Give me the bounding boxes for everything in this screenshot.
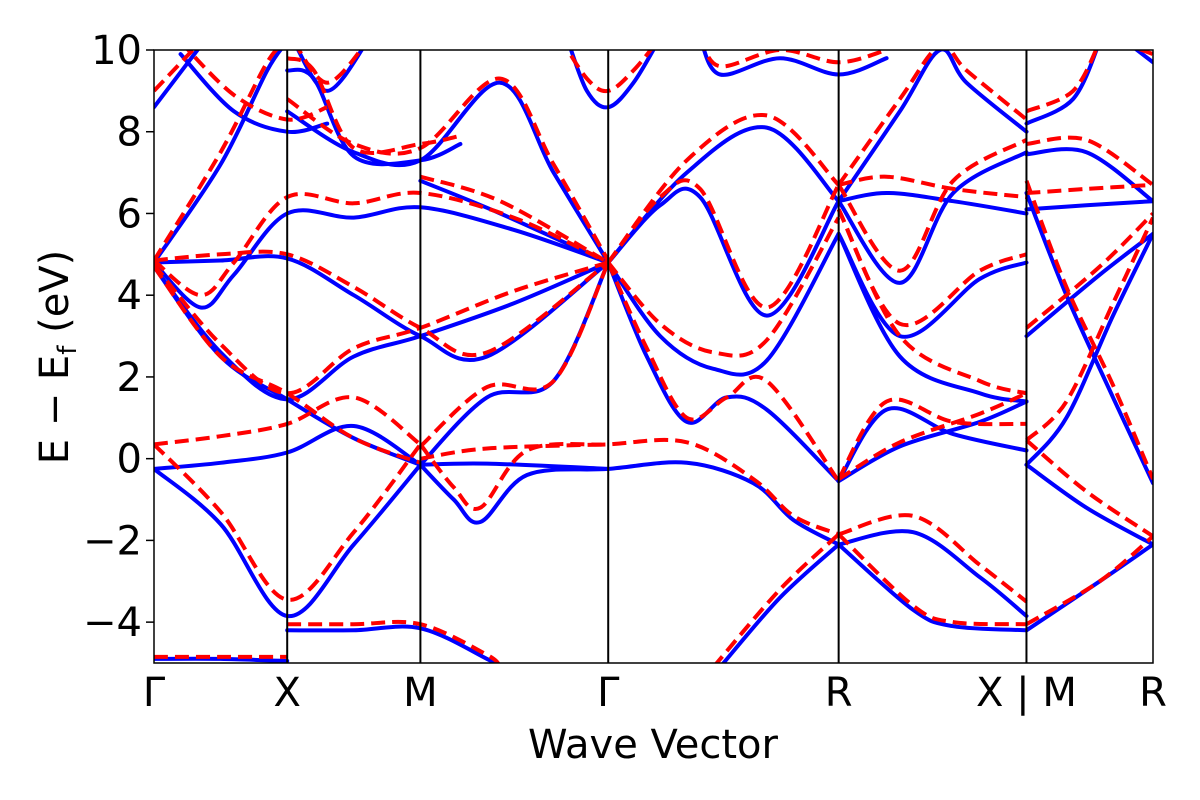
y-tick-label-6: 6 — [117, 191, 142, 237]
x-axis-ticks: Γ X M Γ R X | M R — [143, 670, 1167, 716]
band-dashed-37 — [286, 56, 461, 155]
band-solid-33 — [154, 50, 200, 110]
x-tick-label-4: Γ — [597, 670, 620, 716]
band-solid-43 — [1133, 50, 1153, 65]
band-solid-31 — [1024, 199, 1153, 212]
y-tick-label-4: 2 — [117, 355, 142, 401]
y-axis-title-subscript: f — [53, 345, 83, 355]
band-dashed-43 — [1136, 50, 1153, 56]
y-axis-title: E − Ef (eV) — [32, 250, 83, 465]
band-dashed-30 — [1025, 212, 1153, 330]
y-axis-title-main: E − E — [32, 355, 78, 465]
band-dashed-8 — [154, 249, 610, 358]
band-dashed-17 — [714, 532, 840, 663]
x-tick-label-6: X | M — [976, 670, 1077, 716]
band-dashed-41 — [836, 50, 1028, 187]
x-tick-label-5: R — [825, 670, 853, 716]
band-solid-41 — [836, 50, 1029, 204]
band-solid-17 — [720, 542, 841, 663]
x-tick-label-1: Γ — [143, 670, 166, 716]
band-dashed-34 — [154, 50, 280, 262]
band-dashed-4 — [154, 265, 422, 465]
band-solid-34 — [154, 50, 283, 265]
band-solid-1 — [154, 656, 290, 663]
band-solid-19 — [836, 406, 1029, 484]
band-dashed-40 — [702, 50, 888, 69]
band-dashed-2 — [154, 442, 422, 602]
y-tick-label-2: −2 — [83, 518, 142, 564]
y-tick-label-8: 10 — [91, 28, 142, 74]
x-tick-label-3: M — [403, 670, 438, 716]
y-axis-ticks: −4 −2 0 2 4 6 8 10 — [83, 28, 154, 646]
high-symmetry-lines — [286, 50, 1028, 663]
band-solid-35 — [178, 52, 330, 135]
band-dashed-12 — [419, 174, 610, 265]
band-dashed-14 — [606, 261, 841, 483]
band-solid-16 — [606, 125, 841, 265]
band-solid-13 — [606, 231, 841, 377]
band-solid-8 — [154, 254, 611, 363]
band-dashed-25 — [836, 138, 1028, 273]
band-dashed-24 — [838, 174, 1027, 200]
band-solid-23 — [836, 231, 1029, 404]
band-solid-11 — [154, 205, 611, 310]
band-dashed-38 — [296, 50, 364, 85]
x-tick-label-2: X — [273, 670, 300, 716]
band-dashed-42 — [1025, 50, 1099, 114]
band-solid-20 — [836, 542, 1029, 633]
band-dashed-18 — [837, 391, 1028, 481]
band-dashed-26 — [1025, 534, 1153, 626]
band-dashed-23 — [836, 208, 1028, 396]
series-dashed — [154, 50, 1153, 663]
x-tick-label-7: R — [1139, 670, 1167, 716]
y-tick-label-5: 4 — [117, 273, 142, 319]
band-solid-40 — [701, 50, 889, 77]
bands-group — [154, 50, 1153, 663]
y-tick-label-3: 0 — [117, 437, 142, 483]
band-dashed-33 — [154, 50, 196, 93]
plot-background — [154, 50, 1153, 663]
band-solid-21 — [836, 529, 1029, 618]
band-solid-27 — [1024, 462, 1153, 547]
band-dashed-29 — [1024, 180, 1153, 480]
band-dashed-31 — [1026, 182, 1153, 195]
band-solid-9 — [154, 260, 611, 402]
band-solid-18 — [836, 399, 1029, 484]
y-tick-label-7: 8 — [117, 110, 142, 156]
band-dashed-13 — [606, 216, 841, 358]
plot-frame — [153, 49, 1154, 664]
y-axis-title-unit: (eV) — [32, 250, 78, 346]
x-axis-title: Wave Vector — [528, 722, 779, 768]
y-tick-label-1: −4 — [83, 600, 142, 646]
band-dashed-16 — [606, 113, 841, 264]
band-dashed-6 — [420, 442, 609, 461]
band-solid-37 — [285, 67, 463, 167]
band-dashed-7 — [419, 261, 611, 448]
band-dashed-11 — [154, 190, 610, 298]
band-solid-29 — [1024, 191, 1153, 486]
band-solid-32 — [1024, 147, 1153, 204]
band-solid-24 — [836, 191, 1029, 216]
band-dashed-5 — [418, 437, 840, 537]
band-solid-25 — [836, 150, 1029, 285]
band-dashed-21 — [838, 513, 1028, 604]
band-solid-36 — [285, 80, 611, 265]
